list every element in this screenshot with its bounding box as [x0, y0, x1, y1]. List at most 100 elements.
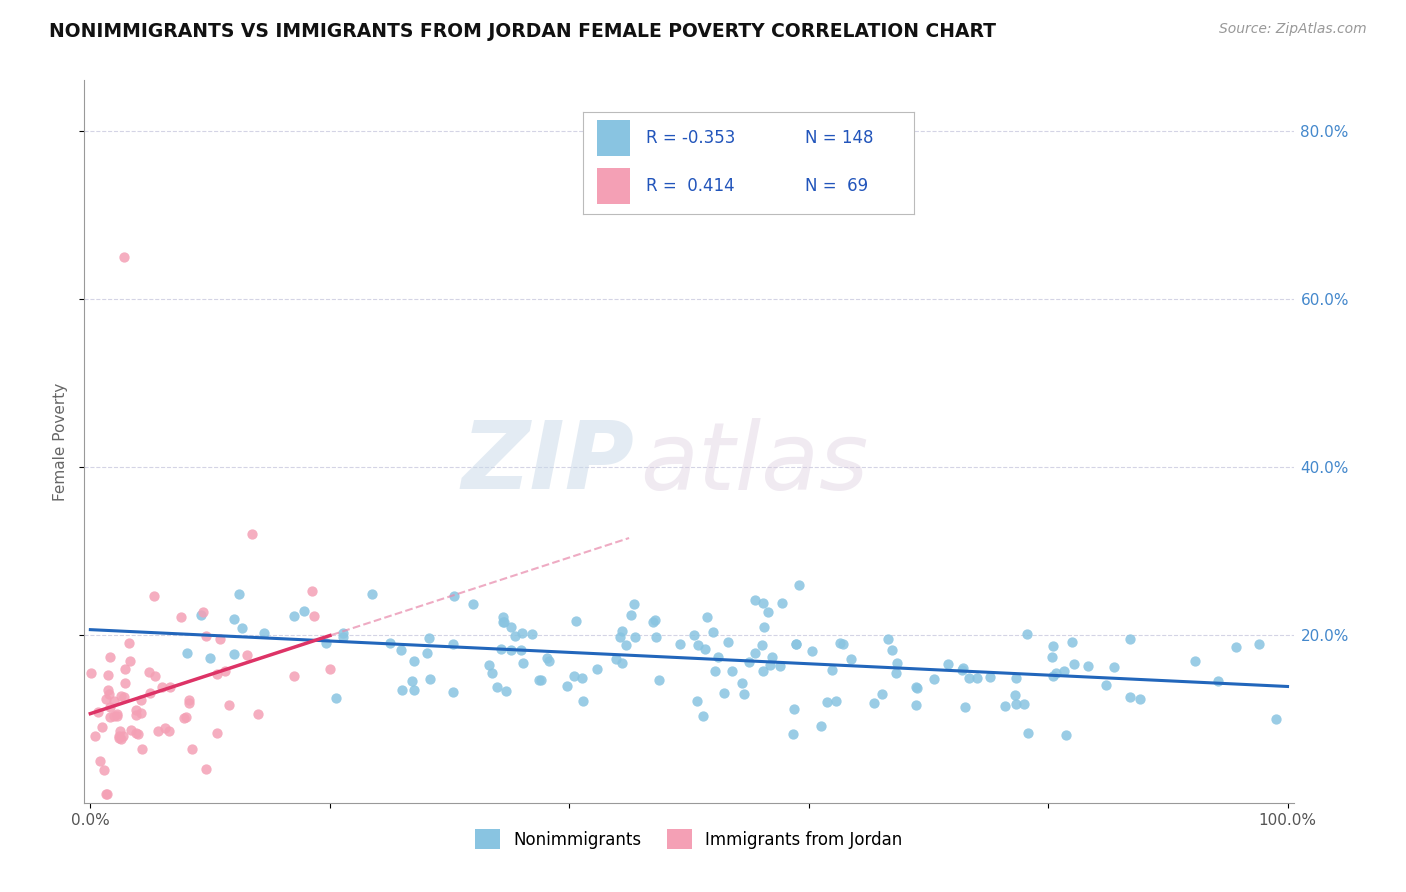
- Point: [609, 630, 631, 644]
- Point: [1060, 635, 1083, 649]
- Point: [1184, 654, 1206, 668]
- Point: [1206, 673, 1229, 688]
- Point: [87, 705, 110, 719]
- Point: [174, 710, 197, 724]
- Point: [195, 629, 218, 643]
- Point: [682, 628, 704, 642]
- Point: [721, 664, 744, 678]
- Point: [110, 732, 132, 747]
- Point: [100, 650, 122, 665]
- Point: [783, 702, 806, 716]
- Point: [1054, 728, 1077, 742]
- Point: [181, 741, 204, 756]
- Point: [950, 663, 973, 677]
- Point: [752, 620, 775, 634]
- Point: [623, 598, 645, 612]
- Point: [419, 673, 441, 687]
- Legend: Nonimmigrants, Immigrants from Jordan: Nonimmigrants, Immigrants from Jordan: [468, 822, 910, 856]
- Point: [112, 690, 135, 705]
- Point: [315, 636, 337, 650]
- Point: [1053, 664, 1076, 678]
- Point: [825, 694, 848, 708]
- Point: [738, 656, 761, 670]
- Point: [107, 729, 129, 743]
- Point: [821, 663, 844, 677]
- Point: [703, 664, 725, 678]
- Point: [418, 631, 440, 645]
- Point: [111, 729, 134, 743]
- Point: [905, 681, 928, 695]
- Point: [401, 673, 423, 688]
- Point: [610, 657, 633, 671]
- Point: [157, 723, 180, 738]
- Point: [332, 630, 354, 644]
- Point: [572, 694, 595, 708]
- Point: [131, 742, 153, 756]
- Point: [94, 692, 117, 706]
- Point: [787, 578, 810, 592]
- Point: [325, 691, 347, 706]
- Point: [231, 621, 253, 635]
- Point: [443, 589, 465, 603]
- Point: [332, 626, 354, 640]
- Point: [402, 683, 425, 698]
- Point: [360, 587, 382, 601]
- Point: [882, 643, 904, 657]
- Point: [205, 667, 228, 681]
- Point: [495, 683, 517, 698]
- Point: [614, 638, 637, 652]
- Point: [142, 589, 165, 603]
- Point: [416, 646, 439, 660]
- Point: [194, 762, 217, 776]
- Point: [177, 696, 200, 710]
- Point: [110, 723, 132, 738]
- Point: [952, 661, 974, 675]
- Point: [785, 637, 807, 651]
- Point: [817, 695, 839, 709]
- Point: [138, 665, 160, 680]
- Point: [605, 652, 627, 666]
- Point: [759, 657, 782, 672]
- Point: [491, 642, 513, 657]
- Point: [240, 527, 263, 541]
- Point: [391, 643, 413, 657]
- Point: [190, 608, 212, 623]
- Point: [110, 689, 132, 703]
- Point: [208, 632, 231, 646]
- Point: [619, 608, 641, 623]
- Point: [159, 680, 181, 694]
- Point: [378, 636, 401, 650]
- Point: [782, 727, 804, 741]
- Point: [761, 650, 783, 665]
- Point: [176, 646, 198, 660]
- Point: [214, 664, 236, 678]
- Point: [103, 708, 125, 723]
- Point: [319, 662, 342, 676]
- Point: [571, 671, 593, 685]
- Point: [1063, 657, 1085, 672]
- Bar: [596, 168, 630, 204]
- Point: [100, 710, 122, 724]
- Point: [1042, 639, 1064, 653]
- Point: [1045, 666, 1067, 681]
- Point: [839, 652, 862, 666]
- Text: R =  0.414: R = 0.414: [647, 177, 735, 194]
- Point: [758, 605, 780, 619]
- Point: [623, 630, 645, 644]
- Point: [863, 696, 886, 710]
- Point: [118, 654, 141, 668]
- Point: [191, 605, 214, 619]
- Point: [769, 658, 792, 673]
- Point: [97, 668, 120, 682]
- Point: [461, 597, 484, 611]
- Point: [1104, 660, 1126, 674]
- Point: [79, 665, 101, 680]
- Point: [1004, 688, 1026, 702]
- Point: [228, 586, 250, 600]
- Point: [222, 647, 245, 661]
- Point: [731, 676, 754, 690]
- Point: [205, 726, 228, 740]
- Point: [292, 604, 315, 618]
- Point: [481, 665, 503, 680]
- Point: [108, 731, 131, 745]
